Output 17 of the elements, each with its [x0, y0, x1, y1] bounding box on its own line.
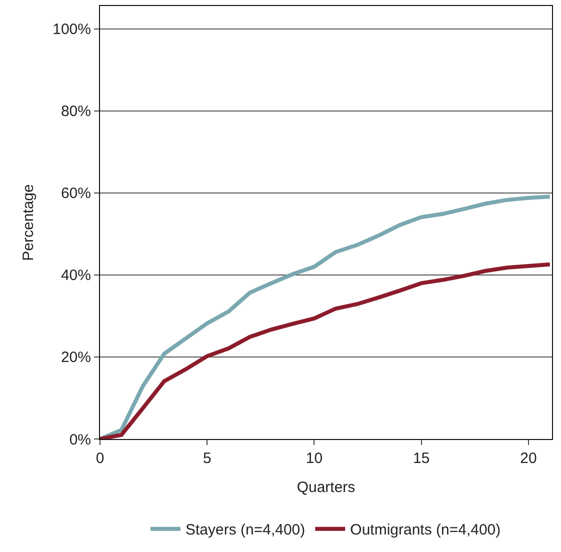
- legend-label: Outmigrants (n=4,400): [350, 522, 501, 539]
- y-tick-label: 100%: [52, 21, 91, 38]
- line-series: [100, 194, 552, 439]
- x-axis-title: Quarters: [296, 479, 356, 496]
- x-tick-label: 15: [412, 450, 430, 467]
- y-axis-title: Percentage: [20, 184, 37, 261]
- line-series: [100, 262, 552, 439]
- x-tick-label: 0: [96, 450, 104, 467]
- y-tick-label: 80%: [60, 103, 91, 120]
- x-tick-label: 20: [520, 450, 537, 467]
- x-tick-label: 5: [202, 450, 212, 467]
- y-tick-label: 40%: [60, 267, 91, 284]
- x-tick-label: 10: [306, 450, 323, 467]
- y-tick-label: 0%: [69, 431, 91, 448]
- legend-label: Stayers (n=4,400): [186, 522, 306, 539]
- y-tick-label: 60%: [60, 185, 91, 202]
- y-tick-label: 20%: [60, 349, 91, 366]
